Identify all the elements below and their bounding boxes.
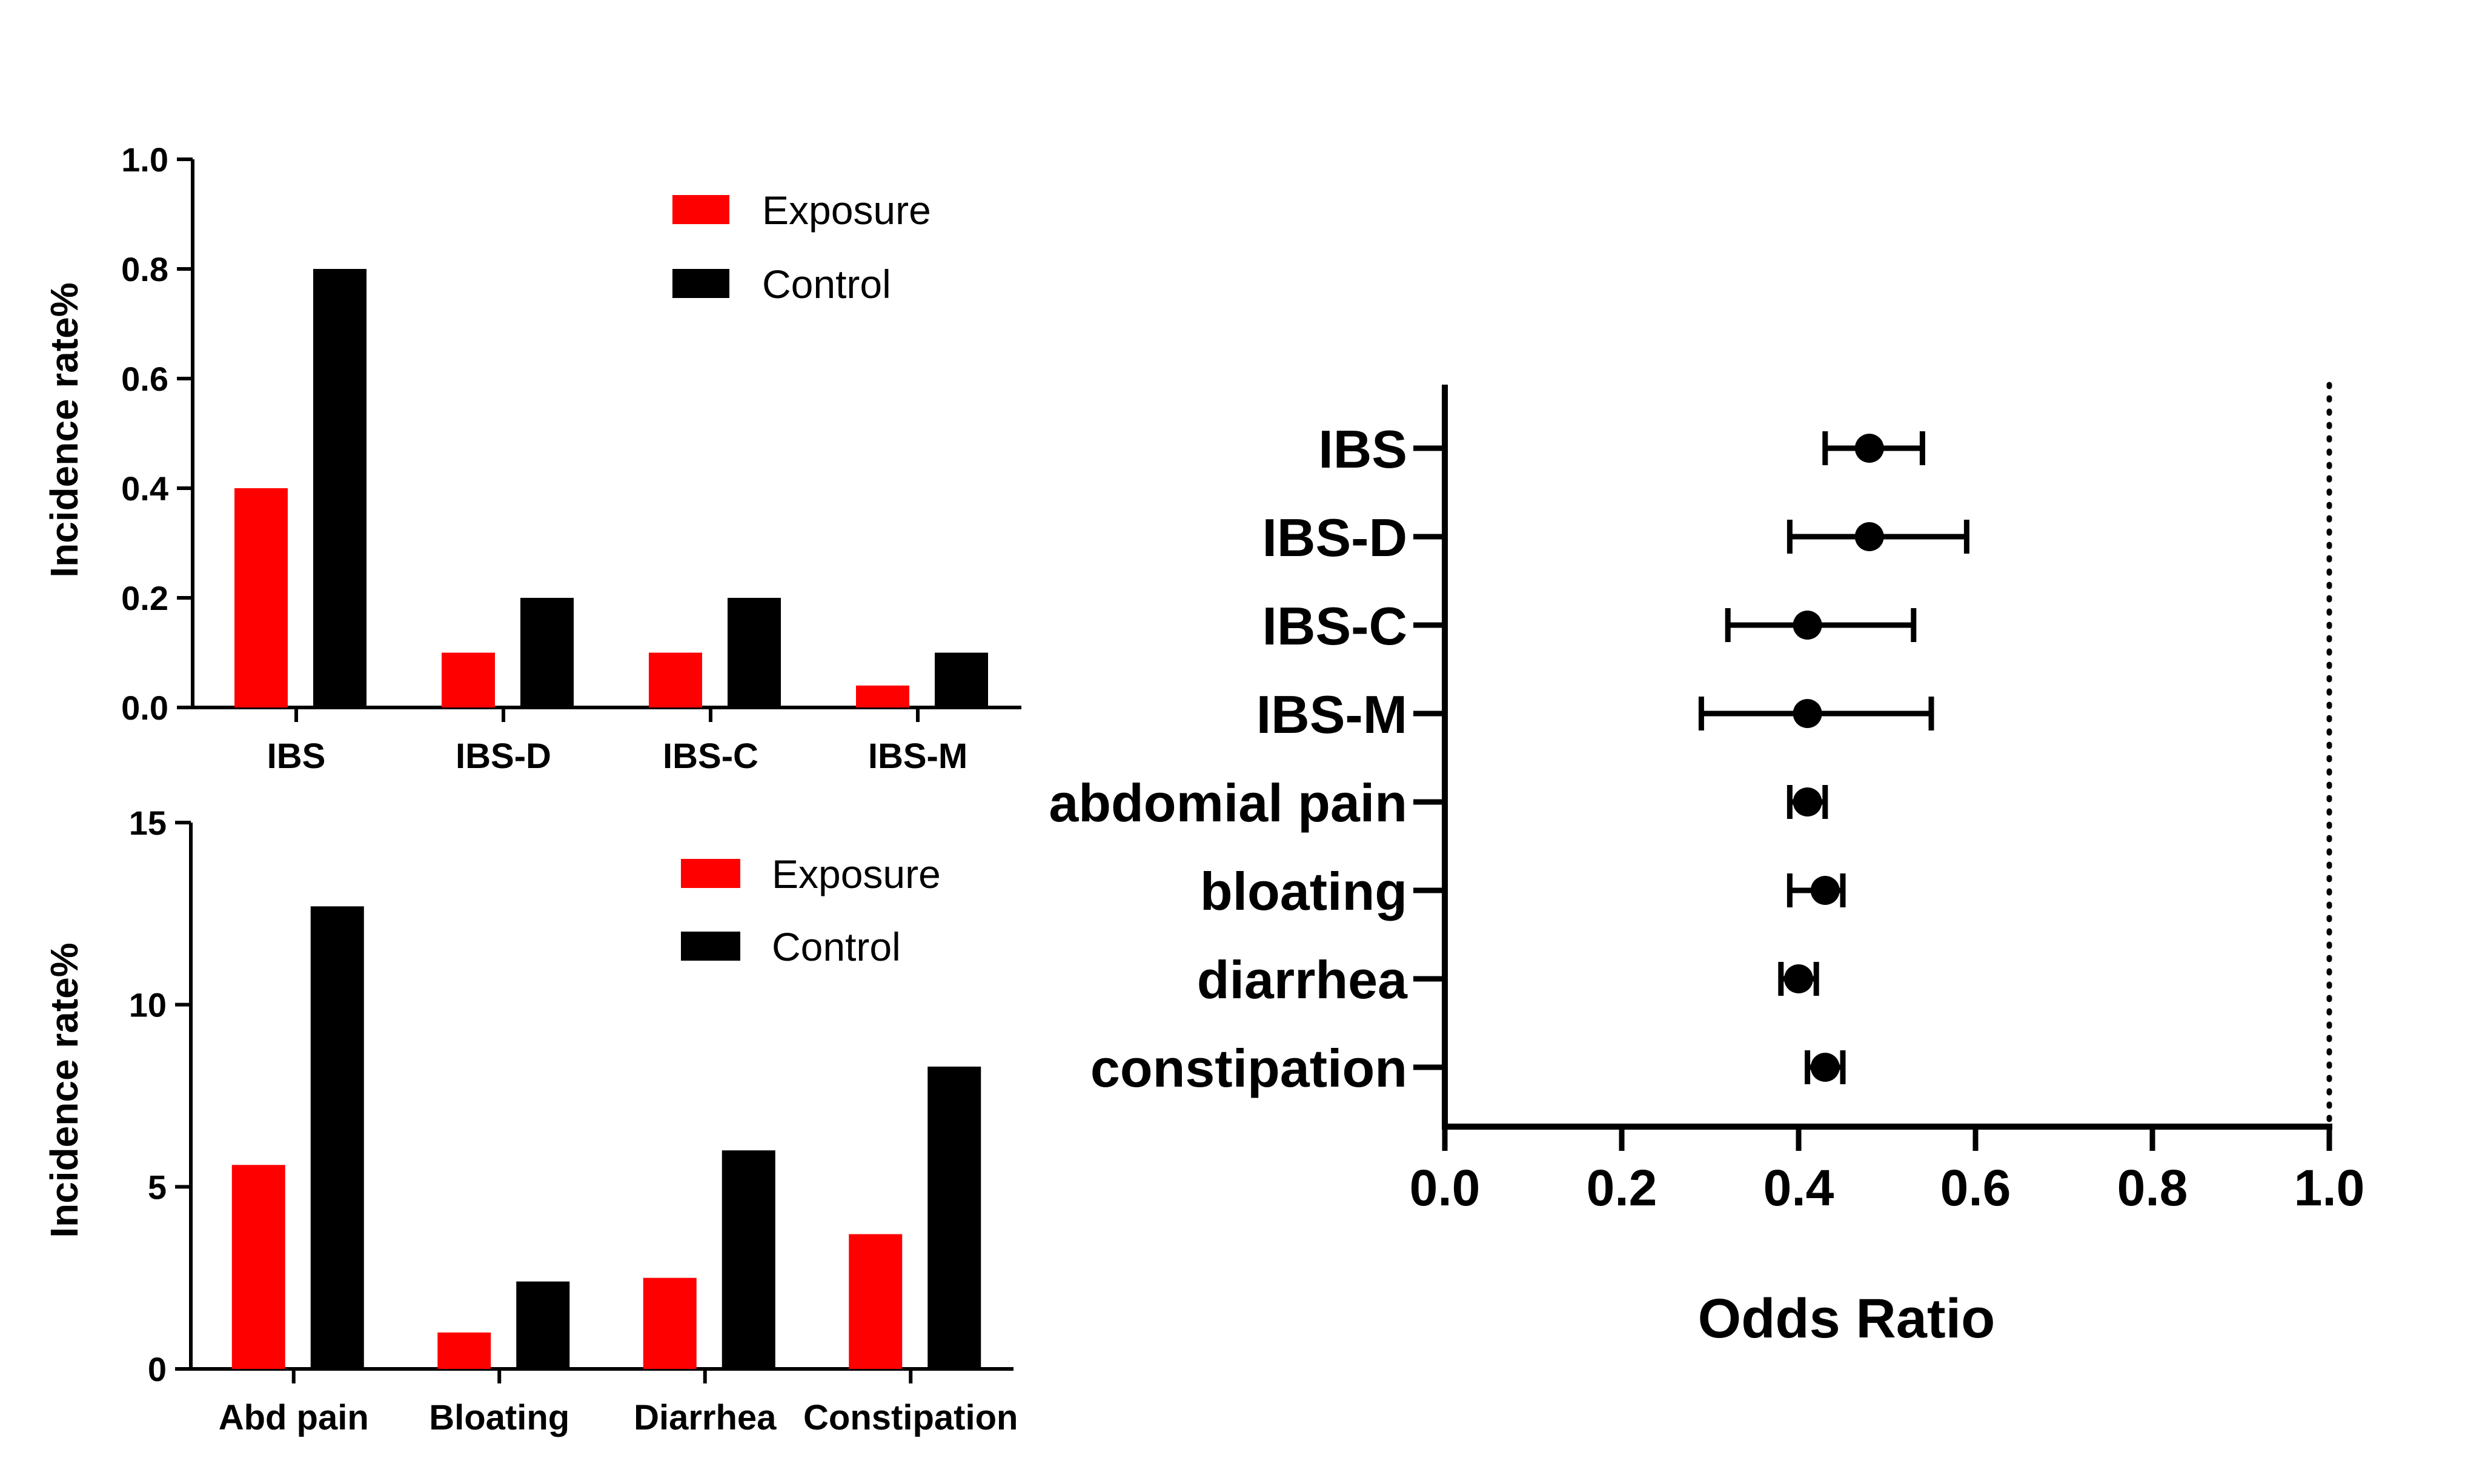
- forest-x-tick-label: 1.0: [2294, 1159, 2365, 1216]
- chart1-bar-exposure-ibs-d: [442, 652, 495, 707]
- forest-x-tick-label: 0.0: [1410, 1159, 1481, 1216]
- forest-plot-odds-ratio: 0.0 0.2 0.4 0.6 0.8 1.0 IBS IBS-D IBS-C IBS-M abdo…: [1049, 382, 2364, 1350]
- chart1-y-tick-label: 0.4: [121, 469, 168, 508]
- chart2-y-tick-label: 0: [148, 1350, 167, 1388]
- bar-chart-symptoms: Incidence rate% 0 5 10 15 Abd pain Bloating Di…: [42, 804, 1018, 1437]
- chart2-x-tick-label: Diarrhea: [634, 1398, 777, 1437]
- chart2-legend-label-exposure: Exposure: [772, 852, 941, 896]
- forest-y-tick-label: IBS: [1318, 419, 1407, 479]
- chart1-y-tick-label: 0.2: [121, 579, 168, 617]
- forest-x-tick-label: 0.8: [2117, 1159, 2188, 1216]
- chart2-y-axis-label: Incidence rate%: [42, 942, 86, 1237]
- chart2-bar-control-bloating: [516, 1281, 570, 1369]
- chart1-y-axis-label: Incidence rate%: [42, 282, 86, 577]
- chart1-bar-control-ibs-d: [520, 598, 574, 707]
- forest-point-ibs-c: [1793, 611, 1822, 640]
- chart1-bar-control-ibs-m: [935, 652, 988, 707]
- chart2-bar-control-constipation: [927, 1066, 981, 1369]
- forest-ticks: 0.0 0.2 0.4 0.6 0.8 1.0 IBS IBS-D IBS-C IBS-M abdo…: [1049, 419, 2364, 1216]
- chart1-legend-label-control: Control: [762, 262, 891, 306]
- chart2-legend: Exposure Control: [681, 852, 941, 969]
- chart2-bar-exposure-constipation: [849, 1234, 903, 1369]
- forest-point-abdomial-pain: [1793, 787, 1822, 817]
- forest-x-tick-label: 0.4: [1763, 1159, 1834, 1216]
- forest-x-tick-label: 0.2: [1587, 1159, 1657, 1216]
- chart1-x-tick-label: IBS: [267, 737, 326, 776]
- forest-y-tick-label: abdomial pain: [1049, 773, 1407, 833]
- chart1-legend-swatch-exposure: [672, 195, 729, 224]
- forest-point-bloating: [1810, 876, 1840, 905]
- forest-x-axis-label: Odds Ratio: [1698, 1288, 1996, 1350]
- chart2-bar-control-abd-pain: [310, 906, 364, 1369]
- chart1-bar-exposure-ibs-c: [649, 652, 702, 707]
- chart1-bar-control-ibs: [313, 269, 367, 707]
- chart2-legend-swatch-exposure: [681, 859, 740, 888]
- chart2-x-tick-label: Abd pain: [219, 1398, 369, 1437]
- chart2-x-tick-label: Constipation: [803, 1398, 1018, 1437]
- chart2-bars: [231, 906, 981, 1369]
- chart1-ticks: 0.0 0.2 0.4 0.6 0.8 1.0 IBS IBS-D IBS-C IBS-M: [121, 141, 967, 776]
- chart1-bars: [234, 269, 988, 707]
- chart1-bar-control-ibs-c: [728, 598, 781, 707]
- forest-point-ibs: [1854, 434, 1884, 463]
- chart2-bar-exposure-diarrhea: [643, 1277, 697, 1369]
- chart1-y-tick-label: 0.0: [121, 689, 168, 727]
- chart1-bar-exposure-ibs: [234, 488, 288, 707]
- chart1-x-tick-label: IBS-C: [663, 737, 758, 776]
- chart1-legend-label-exposure: Exposure: [762, 188, 931, 233]
- chart1-y-tick-label: 1.0: [121, 141, 168, 179]
- chart2-legend-label-control: Control: [772, 924, 901, 969]
- forest-point-ibs-m: [1793, 699, 1822, 728]
- chart2-bar-exposure-abd-pain: [231, 1165, 285, 1369]
- forest-y-tick-label: bloating: [1200, 861, 1407, 921]
- bar-chart-ibs-subtypes: Incidence rate% 0.0 0.2 0.4 0.6 0.8 1.0 IBS IBS…: [42, 141, 1021, 776]
- chart1-y-tick-label: 0.6: [121, 360, 168, 398]
- forest-y-tick-label: IBS-M: [1256, 684, 1407, 744]
- chart1-legend: Exposure Control: [672, 188, 931, 306]
- chart2-bar-control-diarrhea: [722, 1150, 775, 1369]
- forest-y-tick-label: diarrhea: [1197, 950, 1408, 1010]
- chart1-bar-exposure-ibs-m: [856, 685, 909, 707]
- forest-y-tick-label: IBS-D: [1262, 508, 1407, 568]
- chart2-y-tick-label: 5: [148, 1168, 167, 1206]
- forest-point-constipation: [1810, 1053, 1840, 1082]
- chart2-y-tick-label: 10: [129, 986, 167, 1024]
- forest-x-tick-label: 0.6: [1940, 1159, 2011, 1216]
- forest-y-tick-label: IBS-C: [1262, 596, 1407, 656]
- forest-point-ibs-d: [1854, 522, 1884, 551]
- forest-point-diarrhea: [1784, 964, 1813, 993]
- chart2-ticks: 0 5 10 15 Abd pain Bloating Diarrhea Constipati…: [129, 804, 1018, 1437]
- chart2-x-tick-label: Bloating: [429, 1398, 569, 1437]
- chart2-legend-swatch-control: [681, 932, 740, 961]
- chart2-bar-exposure-bloating: [437, 1332, 491, 1369]
- chart1-x-tick-label: IBS-D: [456, 737, 551, 776]
- chart2-y-tick-label: 15: [129, 804, 167, 842]
- forest-points: [1698, 431, 1969, 1084]
- forest-axes: [1442, 385, 2332, 1130]
- chart1-legend-swatch-control: [672, 269, 729, 298]
- chart1-y-tick-label: 0.8: [121, 250, 168, 288]
- forest-y-tick-label: constipation: [1090, 1038, 1407, 1098]
- chart1-x-tick-label: IBS-M: [868, 737, 967, 776]
